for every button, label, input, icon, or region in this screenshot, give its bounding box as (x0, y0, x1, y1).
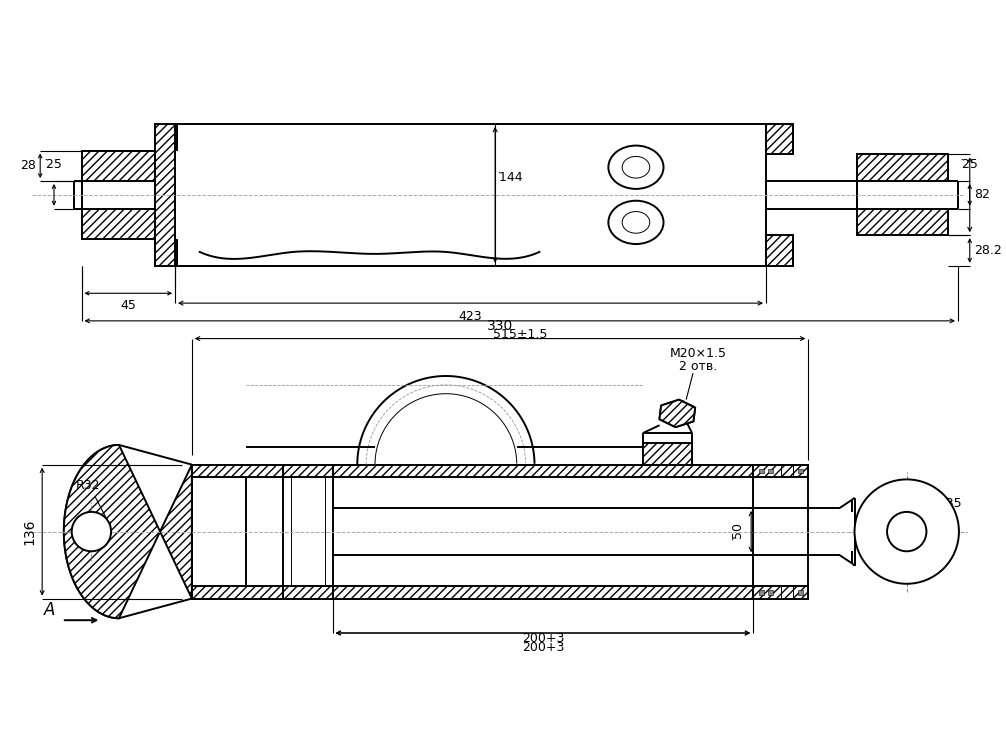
Text: 423: 423 (459, 310, 482, 323)
Bar (760, 468, 764, 474)
Bar (192, 465, 698, 478)
Bar (766, 235, 794, 265)
Bar (284, 465, 333, 478)
Bar (192, 586, 698, 599)
Bar (768, 590, 773, 595)
Bar (799, 590, 804, 595)
Circle shape (71, 512, 111, 551)
Bar (768, 468, 773, 474)
Bar (799, 468, 804, 474)
Bar (81, 208, 155, 239)
Polygon shape (63, 445, 192, 618)
Text: 515±1.5: 515±1.5 (493, 328, 547, 341)
Bar (192, 465, 753, 478)
Text: M20×1.5: M20×1.5 (669, 347, 726, 360)
Bar (857, 154, 948, 181)
Bar (81, 150, 155, 181)
Bar (760, 590, 764, 595)
Text: 82: 82 (974, 188, 990, 202)
Text: 45: 45 (121, 299, 136, 312)
Text: 28: 28 (20, 159, 36, 172)
Bar (766, 124, 794, 154)
Text: R35: R35 (939, 497, 963, 510)
Bar (753, 586, 808, 599)
Text: 330: 330 (487, 319, 513, 332)
Ellipse shape (609, 146, 664, 189)
Text: 2 отв.: 2 отв. (679, 360, 717, 373)
Text: ͘25: ͘25 (962, 158, 978, 171)
Bar (192, 586, 753, 599)
Text: A: A (44, 602, 55, 620)
Circle shape (854, 479, 959, 584)
Circle shape (887, 512, 927, 551)
Bar (284, 586, 333, 599)
Bar (643, 443, 692, 465)
Text: R32: R32 (75, 479, 101, 493)
Text: 28.2: 28.2 (974, 244, 1001, 257)
Bar (857, 208, 948, 235)
Text: 136: 136 (22, 518, 36, 545)
Text: ͘144: ͘144 (499, 171, 523, 183)
Polygon shape (660, 399, 695, 427)
Text: ͘25: ͘25 (46, 158, 62, 171)
Text: 200+3: 200+3 (522, 641, 564, 654)
Bar (155, 124, 175, 265)
Text: 200+3: 200+3 (522, 632, 564, 644)
Text: ͘50: ͘50 (733, 523, 746, 540)
Bar (753, 465, 808, 478)
Ellipse shape (609, 201, 664, 244)
